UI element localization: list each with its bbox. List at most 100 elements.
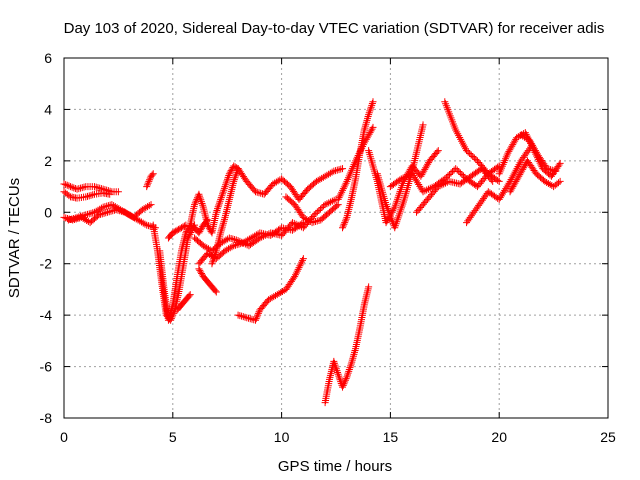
- data-point: [351, 349, 358, 356]
- data-point: [84, 193, 91, 200]
- data-point: [222, 181, 229, 188]
- data-point: [363, 119, 370, 126]
- data-point: [335, 373, 342, 380]
- data-point: [231, 174, 238, 181]
- data-point: [235, 312, 242, 319]
- data-point: [238, 313, 245, 320]
- data-point: [74, 186, 81, 193]
- y-tick-label: 6: [44, 50, 52, 66]
- data-point: [333, 367, 340, 374]
- data-point: [96, 185, 103, 192]
- data-point: [350, 353, 357, 360]
- x-tick-label: 0: [60, 429, 68, 445]
- data-point: [214, 205, 221, 212]
- data-point: [346, 366, 353, 373]
- x-tick-label: 15: [383, 429, 399, 445]
- data-point: [350, 351, 357, 358]
- data-point: [335, 371, 342, 378]
- data-point: [245, 315, 252, 322]
- series-arc-18: [322, 283, 373, 406]
- data-point: [229, 236, 236, 243]
- data-point: [62, 181, 69, 188]
- y-axis-label: SDTVAR / TECUs: [6, 178, 23, 298]
- data-point: [218, 226, 225, 233]
- data-point: [208, 260, 215, 267]
- data-point: [362, 121, 369, 128]
- data-point: [77, 185, 84, 192]
- data-point: [64, 182, 71, 189]
- x-tick-label: 25: [600, 429, 616, 445]
- data-point: [365, 113, 372, 120]
- series-arc-17: [235, 255, 307, 324]
- data-point: [348, 359, 355, 366]
- data-point: [349, 357, 356, 364]
- data-point: [240, 313, 247, 320]
- data-point: [79, 184, 86, 191]
- data-point: [223, 178, 230, 185]
- data-point: [86, 192, 93, 199]
- data-point: [362, 123, 369, 130]
- data-point: [242, 314, 249, 321]
- data-point: [220, 220, 227, 227]
- y-tick-label: -4: [40, 307, 53, 323]
- data-point: [223, 179, 230, 186]
- data-point: [199, 200, 206, 207]
- data-point: [86, 210, 93, 217]
- data-point: [228, 235, 235, 242]
- data-point: [368, 104, 375, 111]
- data-point: [218, 194, 225, 201]
- x-axis-label: GPS time / hours: [278, 458, 392, 475]
- data-point: [346, 364, 353, 371]
- x-tick-label: 10: [274, 429, 290, 445]
- y-tick-label: 0: [44, 204, 52, 220]
- series-arc-27: [496, 129, 564, 180]
- data-point: [224, 176, 231, 183]
- data-point: [94, 184, 101, 191]
- data-point: [218, 227, 225, 234]
- data-point: [347, 362, 354, 369]
- data-point: [369, 98, 376, 105]
- data-point: [364, 117, 371, 124]
- data-point: [220, 218, 227, 225]
- series-arc-2: [61, 188, 114, 201]
- data-point: [365, 111, 372, 118]
- data-point: [339, 165, 346, 172]
- data-point: [364, 115, 371, 122]
- data-point: [366, 107, 373, 114]
- series-arc-14: [195, 265, 219, 295]
- y-tick-label: 4: [44, 101, 52, 117]
- y-tick-label: -8: [40, 410, 53, 426]
- data-point: [352, 347, 359, 354]
- chart-title: Day 103 of 2020, Sidereal Day-to-day VTE…: [64, 20, 605, 37]
- data-point: [70, 184, 77, 191]
- data-point: [69, 184, 76, 191]
- data-point: [219, 190, 226, 197]
- data-point: [236, 312, 243, 319]
- sdtvar-chart: Day 103 of 2020, Sidereal Day-to-day VTE…: [0, 0, 640, 480]
- data-point: [336, 374, 343, 381]
- data-point: [93, 184, 100, 191]
- data-point: [213, 207, 220, 214]
- data-point: [348, 361, 355, 368]
- series-arc-4: [65, 201, 159, 231]
- data-point: [334, 369, 341, 376]
- data-point: [337, 166, 344, 173]
- data-point: [345, 368, 352, 375]
- data-point: [369, 100, 376, 107]
- y-tick-label: 2: [44, 153, 52, 169]
- data-point: [231, 176, 238, 183]
- data-point: [75, 185, 82, 192]
- data-point: [65, 182, 72, 189]
- data-point: [222, 183, 229, 190]
- data-point: [219, 222, 226, 229]
- data-point: [215, 201, 222, 208]
- data-point: [368, 102, 375, 109]
- data-point: [67, 183, 74, 190]
- data-point: [220, 189, 227, 196]
- data-point: [361, 125, 368, 132]
- x-tick-label: 20: [491, 429, 507, 445]
- data-point: [216, 200, 223, 207]
- y-tick-label: -6: [40, 359, 53, 375]
- data-point: [217, 198, 224, 205]
- x-tick-label: 5: [169, 429, 177, 445]
